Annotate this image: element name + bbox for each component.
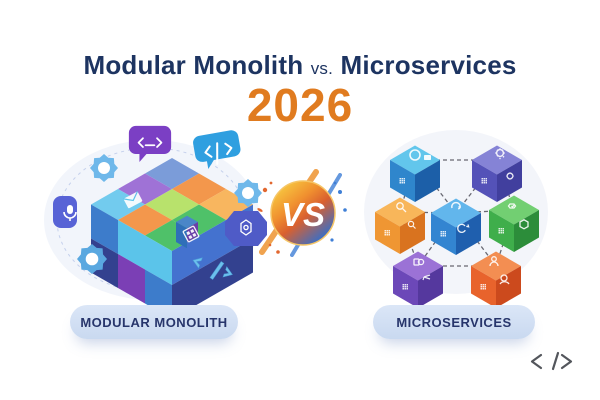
svg-text:VS: VS	[281, 196, 325, 233]
